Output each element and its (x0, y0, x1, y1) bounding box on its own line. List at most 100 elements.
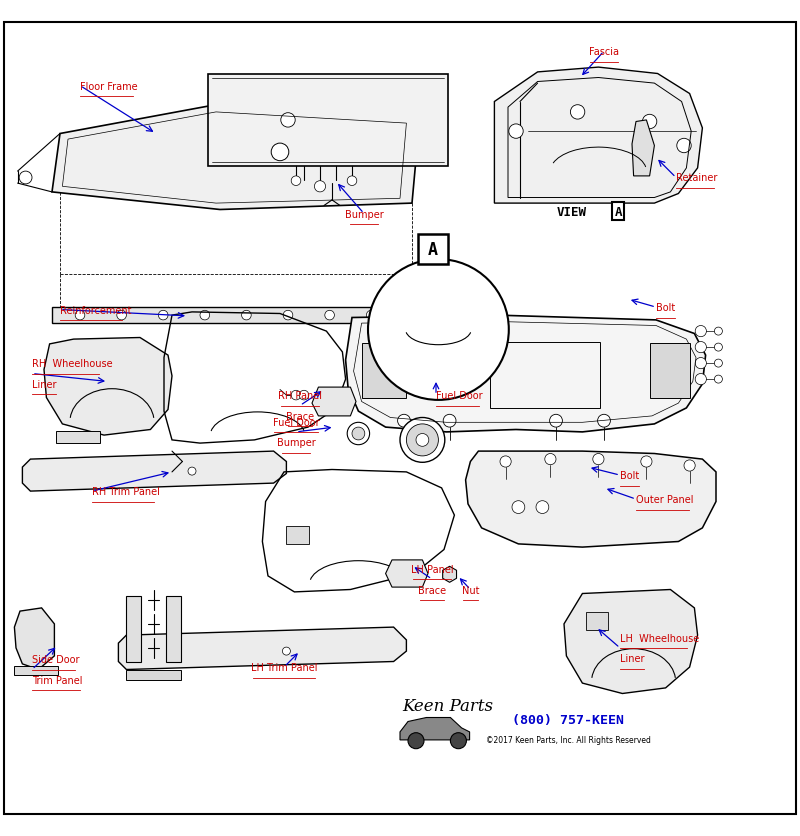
Text: (800) 757-KEEN: (800) 757-KEEN (512, 714, 624, 726)
Text: Liner: Liner (32, 380, 57, 390)
Text: Brace: Brace (286, 411, 314, 421)
Circle shape (398, 415, 410, 427)
Text: Keen Parts: Keen Parts (402, 697, 494, 714)
Polygon shape (22, 451, 286, 492)
Text: Fascia: Fascia (589, 47, 619, 57)
Text: Fuel Door: Fuel Door (273, 417, 319, 427)
FancyBboxPatch shape (418, 234, 448, 264)
Text: Trim Panel: Trim Panel (32, 675, 82, 685)
Polygon shape (400, 717, 470, 740)
Text: Liner: Liner (620, 654, 645, 664)
Text: LH Trim Panel: LH Trim Panel (250, 662, 318, 672)
Circle shape (200, 311, 210, 320)
Circle shape (408, 311, 418, 320)
Polygon shape (466, 451, 716, 548)
Polygon shape (564, 589, 698, 694)
Polygon shape (14, 608, 54, 670)
Text: A: A (614, 206, 622, 218)
Circle shape (158, 311, 168, 320)
Circle shape (75, 311, 85, 320)
Bar (650, 344, 690, 398)
Polygon shape (118, 627, 406, 670)
Bar (362, 344, 406, 398)
Circle shape (695, 374, 706, 385)
Text: Bolt: Bolt (656, 303, 675, 313)
Circle shape (271, 144, 289, 161)
Polygon shape (632, 120, 654, 176)
Polygon shape (442, 567, 457, 583)
Text: A: A (428, 241, 438, 258)
Circle shape (368, 260, 509, 400)
Circle shape (695, 358, 706, 370)
Circle shape (282, 647, 290, 655)
Text: Bumper: Bumper (345, 209, 383, 219)
Circle shape (408, 733, 424, 749)
Circle shape (714, 328, 722, 336)
Circle shape (283, 311, 293, 320)
Polygon shape (386, 560, 428, 588)
Circle shape (714, 359, 722, 368)
Circle shape (291, 391, 301, 400)
Bar (286, 527, 309, 544)
Circle shape (536, 501, 549, 514)
Text: Reinforcement: Reinforcement (60, 305, 131, 315)
Circle shape (714, 344, 722, 352)
Text: Bumper: Bumper (277, 438, 315, 448)
Circle shape (416, 434, 429, 446)
Circle shape (341, 397, 350, 407)
Text: Fuel Door: Fuel Door (436, 390, 482, 400)
Circle shape (570, 105, 585, 120)
Text: VIEW: VIEW (557, 206, 587, 218)
Polygon shape (44, 338, 172, 436)
Circle shape (684, 461, 695, 472)
Bar (586, 612, 608, 630)
Circle shape (325, 311, 334, 320)
Text: Nut: Nut (462, 585, 479, 594)
Circle shape (509, 125, 523, 139)
Circle shape (545, 454, 556, 465)
Circle shape (593, 454, 604, 465)
Bar (14, 665, 58, 675)
Text: Outer Panel: Outer Panel (636, 495, 694, 504)
Text: RH Panel: RH Panel (278, 390, 322, 400)
Circle shape (642, 115, 657, 130)
Text: ©2017 Keen Parts, Inc. All Rights Reserved: ©2017 Keen Parts, Inc. All Rights Reserv… (486, 736, 650, 745)
Circle shape (347, 423, 370, 445)
Circle shape (450, 733, 466, 749)
Circle shape (319, 397, 329, 407)
Circle shape (117, 311, 126, 320)
Circle shape (695, 342, 706, 354)
Text: Side Door: Side Door (32, 655, 79, 665)
Text: Bolt: Bolt (620, 471, 639, 481)
Circle shape (188, 467, 196, 476)
Circle shape (677, 139, 691, 154)
Circle shape (347, 176, 357, 186)
Text: RH Trim Panel: RH Trim Panel (92, 487, 160, 497)
Circle shape (512, 501, 525, 514)
Circle shape (400, 418, 445, 463)
Bar (208, 74, 448, 166)
Bar (52, 308, 416, 324)
Circle shape (291, 176, 301, 186)
Polygon shape (346, 316, 706, 432)
Text: LH Panel: LH Panel (410, 564, 454, 574)
Bar (490, 343, 600, 409)
Circle shape (314, 181, 326, 192)
Text: LH  Wheelhouse: LH Wheelhouse (620, 633, 699, 643)
Text: Floor Frame: Floor Frame (80, 81, 138, 91)
Bar (126, 670, 181, 681)
Circle shape (714, 375, 722, 384)
Circle shape (366, 311, 376, 320)
Bar (56, 431, 100, 444)
Circle shape (641, 456, 652, 467)
Circle shape (352, 427, 365, 441)
Circle shape (299, 391, 309, 400)
Circle shape (446, 571, 454, 579)
Text: Retainer: Retainer (676, 173, 718, 183)
Polygon shape (494, 68, 702, 204)
Polygon shape (312, 388, 356, 416)
Circle shape (406, 425, 438, 456)
Circle shape (242, 311, 251, 320)
Bar (166, 596, 181, 662)
Text: RH  Wheelhouse: RH Wheelhouse (32, 359, 113, 369)
